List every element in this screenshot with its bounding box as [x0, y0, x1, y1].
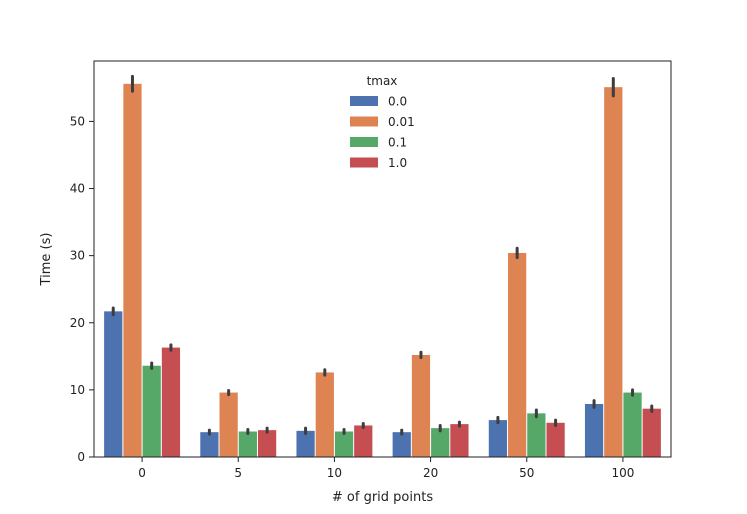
legend-swatch-1.0	[350, 157, 378, 168]
bar-1.0-20	[450, 424, 469, 457]
bar-1.0-10	[354, 425, 373, 457]
legend-label-1.0: 1.0	[388, 156, 407, 170]
bar-0.1-20	[431, 428, 450, 457]
x-tick-label: 50	[519, 466, 534, 480]
bar-0.01-100	[604, 87, 623, 457]
bar-0.0-5	[200, 432, 219, 457]
legend-title: tmax	[367, 74, 398, 88]
bar-0.01-5	[219, 392, 238, 457]
bar-0.1-5	[238, 431, 257, 457]
y-tick-label: 10	[70, 383, 85, 397]
legend-swatch-0.01	[350, 116, 378, 127]
bar-0.1-50	[527, 413, 546, 457]
bar-0.0-20	[392, 432, 411, 457]
x-tick-label: 0	[138, 466, 146, 480]
bar-1.0-50	[546, 422, 565, 457]
bar-1.0-0	[161, 347, 181, 457]
y-tick-label: 50	[70, 114, 85, 128]
x-tick-label: 5	[234, 466, 242, 480]
legend-swatch-0.0	[350, 96, 378, 106]
x-tick-label: 10	[327, 466, 342, 480]
y-tick-label: 40	[70, 182, 85, 196]
bar-0.1-100	[623, 392, 642, 457]
bar-0.01-20	[411, 354, 431, 457]
bar-0.01-10	[315, 372, 334, 457]
x-tick-label: 20	[423, 466, 438, 480]
bar-0.0-0	[104, 311, 123, 457]
bars-layer	[104, 74, 661, 457]
bar-0.01-50	[508, 252, 527, 457]
bar-1.0-5	[257, 430, 277, 457]
bar-0.01-0	[123, 83, 142, 457]
bar-0.0-100	[584, 403, 604, 457]
legend-label-0.01: 0.01	[388, 115, 415, 129]
x-tick-label: 100	[611, 466, 634, 480]
bar-0.1-10	[334, 431, 354, 457]
bar-0.0-50	[488, 420, 508, 457]
legend-label-0.1: 0.1	[388, 136, 407, 150]
bar-0.0-10	[296, 430, 315, 457]
plot-frame	[93, 60, 672, 458]
y-axis-label: Time (s)	[39, 233, 54, 287]
legend-label-0.0: 0.0	[388, 95, 407, 109]
y-tick-label: 30	[70, 249, 85, 263]
bar-0.1-0	[142, 365, 161, 457]
y-tick-label: 0	[77, 450, 85, 464]
y-tick-label: 20	[70, 316, 85, 330]
legend-swatch-0.1	[350, 137, 378, 147]
legend: tmax 0.0 0.01 0.1 1.0	[350, 74, 415, 170]
axes-layer: 0 5 10 20 50 100 0 10 20 30 40 50	[70, 114, 635, 480]
bar-1.0-100	[642, 408, 661, 457]
x-axis-label: # of grid points	[332, 490, 433, 505]
